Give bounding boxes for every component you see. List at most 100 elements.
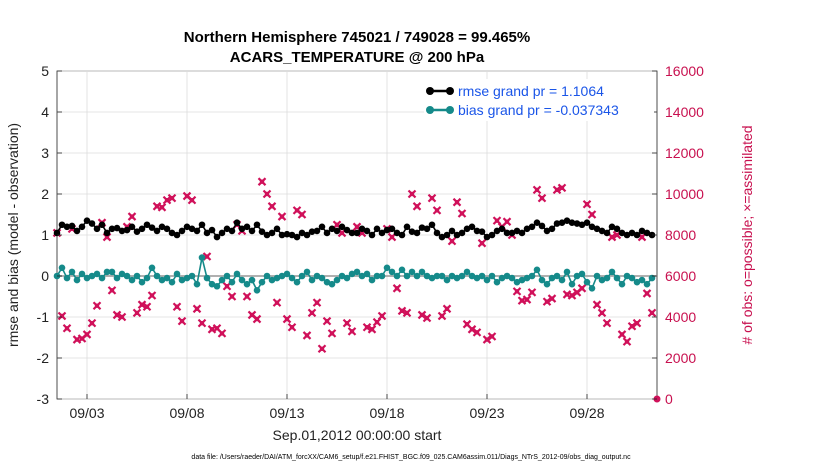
bias-point [643,280,651,288]
obs-count-point [397,306,407,316]
bias-point [573,272,581,280]
y2-tick-label: 2000 [665,350,696,366]
obs-count-point [252,314,262,324]
obs-count-point [577,284,587,293]
bias-point [228,278,236,286]
y-tick-label: -3 [37,391,50,407]
bias-point [543,280,551,288]
bias-point [308,276,316,284]
rmse-point [563,217,571,224]
rmse-point [578,221,586,229]
obs-count-point [532,185,542,195]
rmse-point [393,229,401,237]
bias-point [443,276,451,284]
bias-point [458,272,466,280]
rmse-point [418,224,426,231]
obs-count-point [272,298,282,307]
bias-point [328,280,336,288]
rmse-point [73,227,81,235]
obs-count-point [302,331,312,340]
rmse-point [408,228,416,236]
rmse-point [643,229,651,237]
data-file-footnote: data file: /Users/raeder/DAI/ATM_forcXX/… [191,454,631,461]
bias-point [438,272,446,280]
rmse-point [633,231,641,239]
obs-count-point [617,330,627,339]
rmse-point [218,229,226,237]
rmse-point [468,223,476,231]
rmse-point [483,233,491,241]
rmse-point [598,227,606,235]
bias-point [523,274,531,282]
rmse-point [248,227,256,235]
bias-point [318,274,326,282]
bias-point [628,274,636,282]
rmse-point [243,223,251,231]
obs-count-point [82,330,92,339]
bias-point [198,254,206,261]
obs-count-point [522,295,532,304]
rmse-point [268,229,276,237]
y-axis-label: rmse and bias (model - observation) [5,123,21,347]
bias-point [208,280,216,288]
bias-point [218,276,226,284]
bias-point [603,274,611,282]
rmse-point [263,231,271,239]
x-tick-label: 09/18 [369,405,404,421]
bias-point [398,266,406,274]
y-tick-label: 5 [41,63,49,79]
rmse-point [133,228,141,236]
obs-count-point [142,302,152,312]
obs-count-point [257,177,267,186]
bias-point [378,272,386,280]
bias-point [348,270,356,278]
obs-count-point [647,308,657,318]
obs-count-point [217,329,227,338]
obs-count-point [197,318,207,328]
rmse-point [138,225,146,233]
bias-point [153,272,161,280]
rmse-point [238,225,246,233]
rmse-point [288,231,296,239]
bias-point [163,274,171,282]
bias-point [93,270,101,278]
rmse-point [518,229,526,237]
rmse-point [98,221,106,229]
bias-point [623,272,631,280]
obs-count-point [542,297,552,306]
bias-point [158,276,166,284]
bias-point [493,278,501,286]
bias-point [433,272,441,280]
series-layer [52,177,661,403]
y2-tick-label: 10000 [665,186,704,202]
rmse-point [608,223,616,231]
rmse-point [158,223,166,231]
bias-point [333,276,341,284]
rmse-point [623,231,631,239]
bias-point [133,272,141,280]
y-tick-label: -2 [37,350,50,366]
rmse-point [373,225,381,233]
bias-point [448,272,456,280]
rmse-point [83,217,91,224]
rmse-point [188,225,196,233]
rmse-point [528,223,536,231]
rmse-point [343,226,351,234]
rmse-point [638,227,646,235]
obs-count-point [587,210,597,219]
rmse-point [203,229,211,237]
rmse-point [538,222,546,230]
bias-point [613,274,621,282]
bias-point [528,272,536,280]
rmse-point [463,225,471,233]
rmse-point [628,229,636,237]
rmse-point [508,229,516,237]
bias-point [388,268,396,276]
bias-point [288,274,296,282]
obs-count-point [282,314,292,324]
legend-bias-marker-right [446,106,454,114]
obs-count-point [482,335,492,344]
obs-count-point [107,286,117,295]
rmse-point [273,225,281,233]
rmse-point [63,223,71,231]
